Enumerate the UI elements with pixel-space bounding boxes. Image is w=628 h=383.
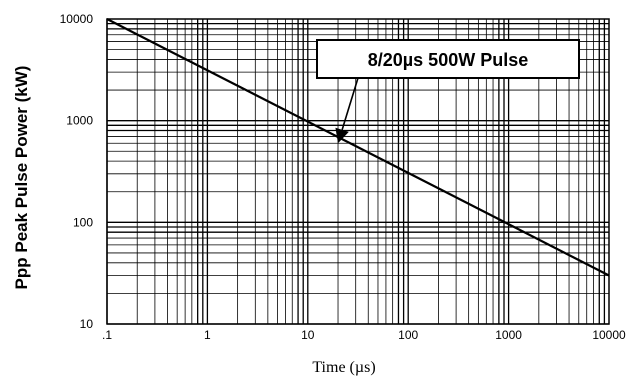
plot-frame	[106, 18, 610, 325]
x-tick-label: 1	[204, 328, 211, 342]
annotation-pointer	[341, 77, 359, 131]
annotation-box	[316, 39, 580, 79]
y-axis-tick-labels: 10 100 1000 10000	[60, 12, 94, 331]
y-tick-label: 10	[80, 317, 94, 331]
series-layer	[106, 18, 610, 277]
annotation-arrowhead	[335, 127, 349, 144]
grid	[106, 19, 609, 325]
x-axis-label: Time (µs)	[312, 359, 375, 376]
x-tick-label: 100	[398, 328, 418, 342]
y-tick-label: 1000	[66, 114, 93, 128]
x-tick-label: 10000	[592, 328, 626, 342]
x-tick-label: 1000	[495, 328, 522, 342]
series-line	[106, 18, 610, 277]
x-axis-tick-labels: .1 1 10 100 1000 10000	[102, 328, 626, 342]
y-tick-label: 100	[73, 215, 93, 229]
x-tick-label: 10	[301, 328, 315, 342]
annotation-layer: 8/20µs 500W Pulse	[316, 39, 580, 144]
x-tick-label: .1	[102, 328, 112, 342]
y-axis-label: Ppp Peak Pulse Power (kW)	[12, 66, 31, 290]
y-tick-label: 10000	[60, 12, 94, 26]
annotation-text: 8/20µs 500W Pulse	[368, 50, 528, 70]
